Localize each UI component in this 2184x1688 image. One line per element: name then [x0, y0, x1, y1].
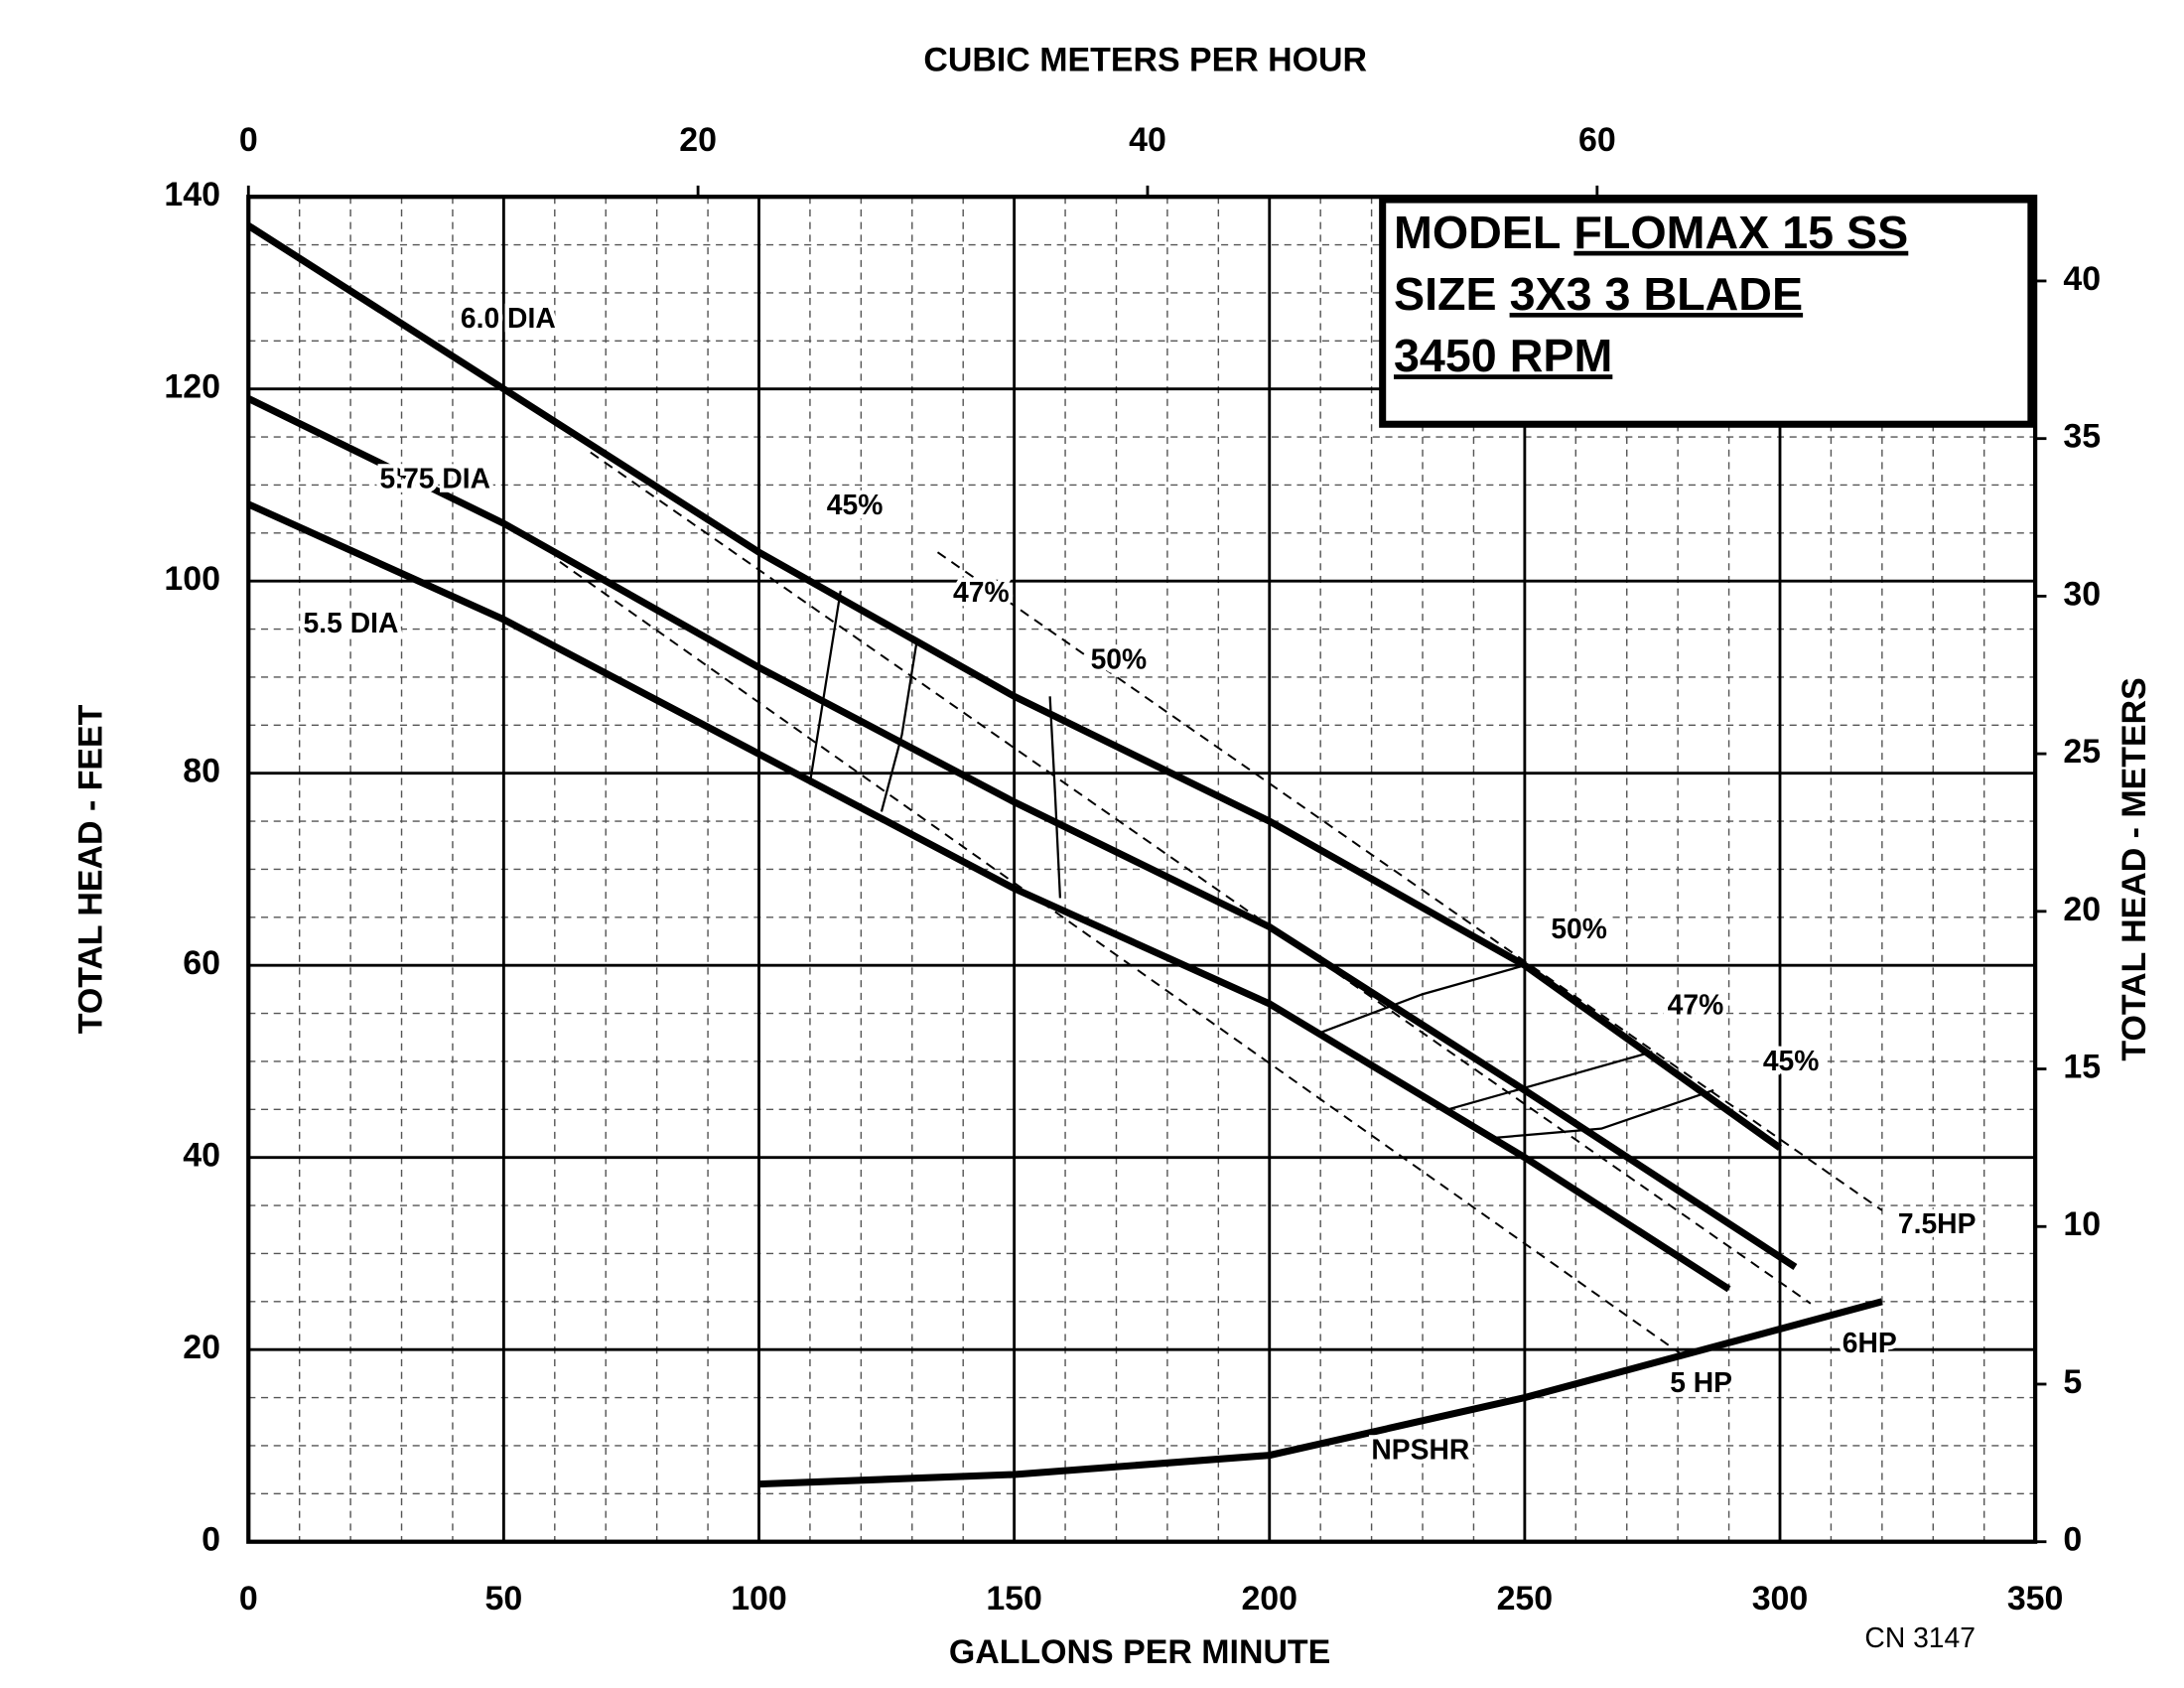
series-line [246, 500, 1731, 1293]
y2-axis-label: TOTAL HEAD - METERS [2116, 677, 2153, 1060]
info-value: FLOMAX 15 SS [1573, 207, 1908, 258]
series-label: 7.5HP [1898, 1207, 1977, 1239]
info-line: 3450 RPM [1394, 331, 1612, 382]
series-line [936, 551, 1883, 1211]
series-label: NPSHR [1371, 1434, 1469, 1466]
y-tick-label: 40 [183, 1137, 220, 1175]
series-line [246, 222, 1783, 1151]
series-label: 5.75 DIA [380, 462, 491, 493]
series-line [880, 638, 1653, 1111]
info-label: SIZE [1394, 268, 1510, 320]
series-label: 50% [1551, 913, 1607, 944]
x-tick-label: 200 [1241, 1580, 1297, 1618]
series-label: 5 HP [1670, 1366, 1732, 1398]
info-line: MODEL FLOMAX 15 SS [1394, 207, 1908, 258]
series-label: 5.5 DIA [304, 607, 399, 638]
y-tick-label: 80 [183, 753, 220, 790]
y-tick-label: 60 [183, 944, 220, 982]
y2-tick-label: 10 [2063, 1205, 2101, 1243]
series-line [758, 1298, 1883, 1488]
y-tick-label: 0 [202, 1521, 220, 1559]
x2-tick-label: 20 [679, 121, 717, 159]
plot-frame [246, 195, 2038, 1544]
x-tick-label: 300 [1752, 1580, 1809, 1618]
y2-tick-label: 30 [2063, 575, 2101, 613]
series-label: 47% [1668, 988, 1724, 1020]
y2-tick-label: 25 [2063, 733, 2101, 771]
info-line: SIZE 3X3 3 BLADE [1394, 268, 1803, 320]
info-box [1379, 196, 2035, 428]
y-tick-label: 100 [164, 560, 220, 598]
info-value: 3X3 3 BLADE [1510, 268, 1804, 320]
series-label: 45% [1763, 1045, 1820, 1076]
series-label: 45% [827, 489, 884, 520]
x-tick-label: 100 [731, 1580, 787, 1618]
y2-tick-label: 0 [2063, 1521, 2082, 1559]
y2-tick-label: 35 [2063, 418, 2101, 456]
y-tick-label: 140 [164, 176, 220, 213]
x2-tick-label: 40 [1129, 121, 1166, 159]
series-line [808, 590, 1714, 1140]
y-tick-label: 20 [183, 1329, 220, 1366]
series-label: 50% [1091, 643, 1148, 675]
x2-axis-label: CUBIC METERS PER HOUR [923, 41, 1367, 78]
x2-tick-label: 60 [1578, 121, 1616, 159]
info-label: MODEL [1394, 207, 1573, 258]
x-tick-label: 250 [1497, 1580, 1554, 1618]
x-tick-label: 150 [986, 1580, 1042, 1618]
series-label: 47% [953, 576, 1010, 608]
y2-tick-label: 5 [2063, 1363, 2082, 1401]
info-value: 3450 RPM [1394, 331, 1612, 382]
x2-tick-label: 0 [239, 121, 258, 159]
series-label: 6HP [1843, 1327, 1897, 1358]
y-axis-label: TOTAL HEAD - FEET [71, 704, 109, 1034]
series-line [246, 395, 1798, 1270]
series-line [1048, 696, 1526, 1034]
x-tick-label: 0 [239, 1580, 258, 1618]
series-line [559, 561, 1684, 1356]
x-tick-label: 50 [485, 1580, 523, 1618]
series-label: 6.0 DIA [461, 302, 556, 334]
series-line [590, 451, 1812, 1305]
x-tick-label: 350 [2007, 1580, 2064, 1618]
y2-tick-label: 20 [2063, 891, 2101, 928]
note: CN 3147 [1864, 1621, 1976, 1653]
x-axis-label: GALLONS PER MINUTE [949, 1633, 1330, 1671]
y2-tick-label: 15 [2063, 1049, 2101, 1086]
y-tick-label: 120 [164, 368, 220, 406]
y2-tick-label: 40 [2063, 260, 2101, 298]
